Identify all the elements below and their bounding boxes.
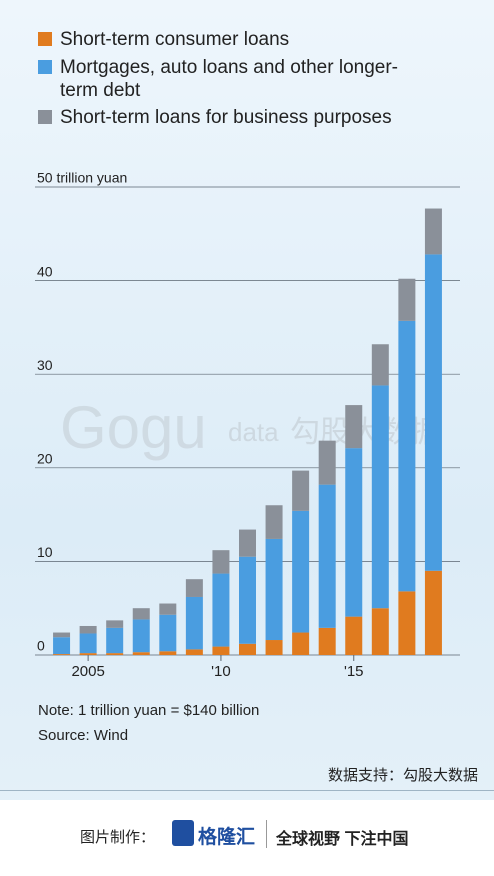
bar-segment [185,596,203,650]
logo-icon [172,820,194,846]
legend-label: Short-term consumer loans [60,29,290,50]
legend-item: Short-term loans for business purposes [38,106,420,129]
y-tick-label: 20 [37,451,53,467]
bar-segment [371,344,389,386]
bar-segment [106,620,124,628]
legend-label: Short-term loans for business purposes [60,107,392,128]
legend-label: Mortgages, auto loans and other longer-t… [60,57,398,101]
bar-segment [371,608,389,655]
data-support: 数据支持：勾股大数据 [327,767,478,784]
legend-item: Mortgages, auto loans and other longer-t… [38,56,420,102]
legend-item: Short-term consumer loans [38,28,420,51]
chart: Gogu data 勾股大数据 0 10 20 30 40 50 trillion yua… [35,170,460,680]
y-tick-label: 50 trillion yuan [37,170,127,186]
bar-segment [424,254,442,571]
bar-segment [398,591,416,655]
note: Note: 1 trillion yuan = $140 billion [38,702,260,719]
bar-segment [185,649,203,655]
y-tick-label: 40 [37,263,53,279]
bar-segment [265,640,283,655]
legend-swatch [38,110,52,124]
y-tick-label: 30 [37,357,53,373]
bar-segment [185,579,203,597]
x-tick-label: 2005 [71,663,104,680]
divider [0,790,494,791]
bar-segment [292,510,310,633]
legend-swatch [38,60,52,74]
bar-segment [345,448,363,617]
bar-segment [398,278,416,321]
bar-segment [159,614,177,652]
logo-text: 格隆汇 [198,827,256,848]
bar-segment [371,385,389,609]
bar-segment [79,633,97,654]
bar-segment [106,627,124,654]
bar-segment [345,405,363,449]
bar-segment [239,529,256,557]
bar-segment [239,556,256,644]
bar-segment [159,603,177,615]
bar-segment [292,632,310,655]
bar-segment [106,653,124,655]
slogan: 全球视野 下注中国 [276,831,409,848]
x-tick-label: '15 [344,663,364,680]
bar-segment [132,619,150,653]
y-tick-label: 10 [37,544,53,560]
bar-segment [265,505,283,539]
footer-divider [266,820,267,848]
bar-segment [212,550,230,574]
bar-segment [424,208,442,255]
footer-label: 图片制作： [80,829,156,846]
bar-segment [398,320,416,592]
bar-segment [159,651,177,655]
bar-segment [424,570,442,655]
watermark: data [228,417,279,447]
x-tick-label: '10 [211,663,231,680]
source: Source: Wind [38,727,129,744]
bar-segment [132,608,150,620]
bar-segment [79,653,97,655]
footer: 图片制作： 格隆汇 全球视野 下注中国 [0,800,494,876]
bar-segment [53,637,71,655]
y-tick-label: 0 [37,638,45,654]
bar-segment [239,643,256,655]
bar-segment [132,652,150,655]
bar-segment [212,646,230,655]
watermark: Gogu [60,394,207,461]
bar-segment [345,616,363,655]
bar-segment [212,573,230,647]
bar-segment [79,625,97,634]
bar-segment [318,440,336,485]
legend-swatch [38,32,52,46]
bar-segment [292,470,310,511]
bar-segment [53,654,71,655]
bar-segment [318,484,336,628]
watermark: 勾股大数据 [290,416,440,449]
bar-segment [265,538,283,641]
bar-segment [53,632,71,638]
bar-segment [318,627,336,655]
